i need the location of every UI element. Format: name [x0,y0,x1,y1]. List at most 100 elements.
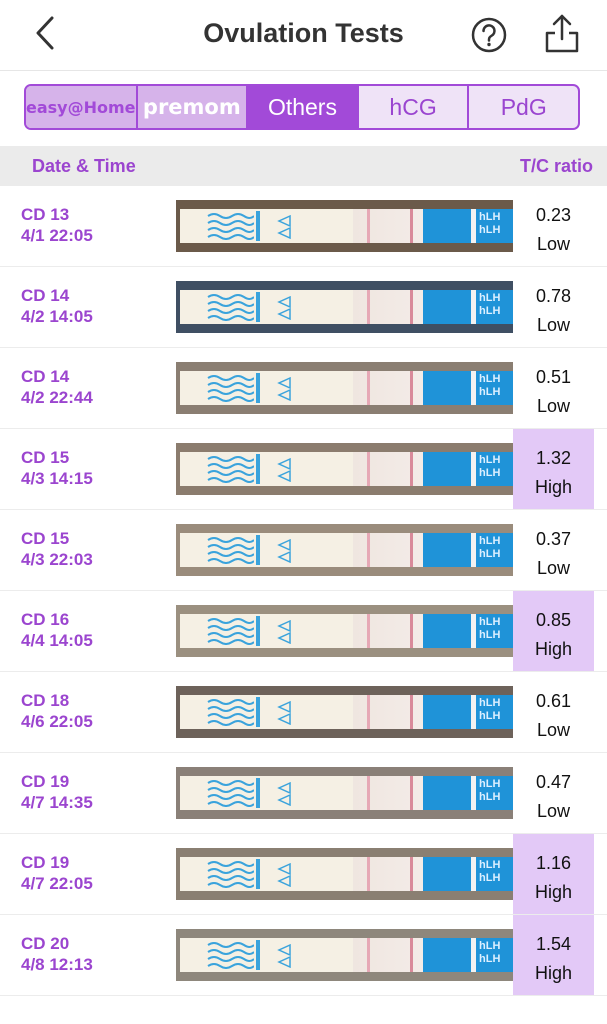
control-line [410,290,413,324]
lh-level-label: High [534,963,573,983]
strip-label-text: hLH [479,548,501,560]
strip-label-text: hLH [479,211,501,223]
back-button[interactable] [28,14,68,54]
control-line [410,614,413,648]
premom-logo: premom [142,95,241,119]
strip-label: hLH hLH [479,454,500,480]
ratio-cell: 0.37 Low [513,510,594,590]
test-row[interactable]: CD 14 4/2 22:44 [0,348,607,429]
test-strip-photo[interactable]: hLH hLH [176,686,513,738]
test-strip-photo[interactable]: hLH hLH [176,848,513,900]
cycle-day: CD 19 [21,853,70,872]
test-row[interactable]: CD 14 4/2 14:05 [0,267,607,348]
test-strip-photo[interactable]: hLH hLH [176,929,513,981]
row-date: CD 13 4/1 22:05 [21,204,93,246]
strip-handle: hLH hLH [423,290,513,324]
column-header: Date & Time T/C ratio [0,146,607,186]
test-line [367,857,370,891]
strip-handle: hLH hLH [423,371,513,405]
strip-label-text: hLH [479,616,501,628]
test-row[interactable]: CD 19 4/7 14:35 [0,753,607,834]
test-row[interactable]: CD 18 4/6 22:05 [0,672,607,753]
strip-handle: hLH hLH [423,776,513,810]
tc-ratio-value: 0.47 [535,772,572,792]
cycle-day: CD 15 [21,448,70,467]
strip-label-text: hLH [479,305,501,317]
test-row[interactable]: CD 13 4/1 22:05 [0,186,607,267]
tc-ratio-value: 0.61 [535,691,572,711]
control-line [410,452,413,486]
tab-others-label: Others [267,93,337,120]
tab-hcg[interactable]: hCG [359,86,470,128]
wave-pattern-icon [207,861,254,888]
strip-label-text: hLH [479,629,501,641]
strip-label-text: hLH [479,467,501,479]
test-strip-photo[interactable]: hLH hLH [176,443,513,495]
ratio-cell: 0.51 Low [513,348,594,428]
tab-pdg[interactable]: PdG [469,86,578,128]
strip-separator [471,695,476,729]
tab-premom[interactable]: premom [137,86,249,128]
test-line [367,938,370,972]
help-button[interactable] [471,17,507,53]
test-strip-photo[interactable]: hLH hLH [176,767,513,819]
test-row[interactable]: CD 19 4/7 22:05 [0,834,607,915]
test-row[interactable]: CD 20 4/8 12:13 [0,915,607,996]
share-button[interactable] [543,13,581,53]
arrow-triangles-icon [277,377,291,401]
strip-separator [471,209,476,243]
cycle-day: CD 16 [21,610,70,629]
wave-pattern-icon [207,618,254,645]
strip-handle: hLH hLH [423,857,513,891]
tc-ratio-value: 1.16 [535,853,572,873]
row-date: CD 14 4/2 14:05 [21,285,93,327]
tab-easy-home[interactable]: easy@Home [26,86,138,128]
row-date: CD 15 4/3 14:15 [21,447,93,489]
test-row[interactable]: CD 15 4/3 22:03 [0,510,607,591]
cycle-day: CD 19 [21,772,70,791]
strip-label-text: hLH [479,872,501,884]
wave-pattern-icon [207,375,254,402]
arrow-triangles-icon [277,215,291,239]
row-date: CD 19 4/7 22:05 [21,852,93,894]
test-row[interactable]: CD 15 4/3 14:15 [0,429,607,510]
test-line [367,695,370,729]
test-datetime: 4/2 22:44 [21,388,93,407]
test-strip-photo[interactable]: hLH hLH [176,200,513,252]
strip-marker-bar [256,292,260,322]
cycle-day: CD 14 [21,367,70,386]
date-time-header: Date & Time [32,155,136,176]
strip-label: hLH hLH [479,697,500,723]
strip-handle: hLH hLH [423,452,513,486]
test-line [367,776,370,810]
test-strip-photo[interactable]: hLH hLH [176,281,513,333]
test-datetime: 4/7 14:35 [21,793,93,812]
strip-separator [471,452,476,486]
strip-marker-bar [256,373,260,403]
strip-separator [471,776,476,810]
test-strip-photo[interactable]: hLH hLH [176,605,513,657]
wave-pattern-icon [207,780,254,807]
strip-handle: hLH hLH [423,938,513,972]
control-line [410,938,413,972]
strip-handle: hLH hLH [423,209,513,243]
cycle-day: CD 13 [21,205,70,224]
wave-pattern-icon [207,537,254,564]
tc-ratio-value: 0.78 [535,286,572,306]
arrow-triangles-icon [277,458,291,482]
test-strip-photo[interactable]: hLH hLH [176,524,513,576]
tab-others[interactable]: Others [248,86,359,128]
test-line [367,209,370,243]
strip-label-text: hLH [479,697,501,709]
lh-level-label: High [534,477,573,497]
tc-ratio-value: 0.51 [535,367,572,387]
lh-level-label: Low [536,720,571,740]
lh-level-label: Low [536,801,571,821]
cycle-day: CD 20 [21,934,70,953]
lh-level-label: High [534,882,573,902]
test-datetime: 4/4 14:05 [21,631,93,650]
test-datetime: 4/3 14:15 [21,469,93,488]
test-row[interactable]: CD 16 4/4 14:05 [0,591,607,672]
strip-body: hLH hLH [180,776,513,810]
test-strip-photo[interactable]: hLH hLH [176,362,513,414]
